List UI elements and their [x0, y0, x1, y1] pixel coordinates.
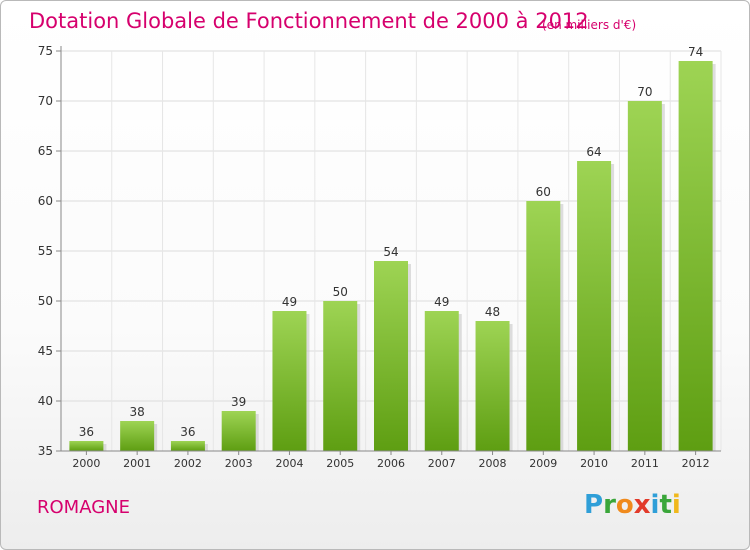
x-tick-label: 2003 [225, 457, 253, 470]
y-tick-label: 75 [38, 44, 53, 58]
bar [577, 161, 612, 451]
data-label: 48 [485, 305, 500, 319]
x-tick-label: 2011 [631, 457, 659, 470]
data-label: 36 [180, 425, 195, 439]
bar [424, 311, 459, 451]
proxiti-logo[interactable]: Proxiti [584, 490, 681, 520]
data-label: 36 [79, 425, 94, 439]
data-label: 60 [536, 185, 551, 199]
bar [221, 411, 256, 451]
bar [69, 441, 104, 451]
bar [323, 301, 358, 451]
bar [475, 321, 510, 451]
bar [627, 101, 662, 451]
y-tick-label: 55 [38, 244, 53, 258]
x-tick-label: 2001 [123, 457, 151, 470]
data-label: 50 [333, 285, 348, 299]
bar [170, 441, 205, 451]
y-tick-label: 40 [38, 394, 53, 408]
x-tick-label: 2009 [529, 457, 557, 470]
logo-letter: i [671, 490, 681, 520]
y-tick-label: 35 [38, 444, 53, 458]
y-tick-label: 65 [38, 144, 53, 158]
y-tick-label: 70 [38, 94, 53, 108]
bar [374, 261, 408, 451]
bar [678, 61, 713, 451]
data-label: 38 [130, 405, 145, 419]
x-tick-label: 2000 [72, 457, 100, 470]
data-label: 70 [637, 85, 652, 99]
bar [120, 421, 155, 451]
chart-title: Dotation Globale de Fonctionnement de 20… [29, 9, 589, 33]
logo-letter: r [603, 490, 616, 520]
data-label: 39 [231, 395, 246, 409]
x-tick-label: 2012 [682, 457, 710, 470]
logo-letter: x [633, 490, 651, 520]
x-tick-label: 2005 [326, 457, 354, 470]
data-label: 49 [434, 295, 449, 309]
logo-letter: i [650, 490, 660, 520]
data-label: 74 [688, 45, 703, 59]
data-label: 49 [282, 295, 297, 309]
y-tick-label: 50 [38, 294, 53, 308]
logo-letter: t [659, 490, 672, 520]
x-tick-label: 2002 [174, 457, 202, 470]
data-label: 54 [383, 245, 398, 259]
y-tick-label: 60 [38, 194, 53, 208]
bar [272, 311, 307, 451]
logo-letter: o [615, 490, 634, 520]
x-tick-label: 2007 [428, 457, 456, 470]
y-tick-label: 45 [38, 344, 53, 358]
x-tick-label: 2010 [580, 457, 608, 470]
x-tick-label: 2008 [479, 457, 507, 470]
data-label: 64 [586, 145, 601, 159]
x-tick-label: 2004 [275, 457, 303, 470]
commune-name: ROMAGNE [37, 497, 130, 518]
x-tick-label: 2006 [377, 457, 405, 470]
chart-subtitle: (en milliers d'€) [542, 18, 637, 32]
logo-letter: P [584, 490, 604, 520]
bar [526, 201, 561, 451]
